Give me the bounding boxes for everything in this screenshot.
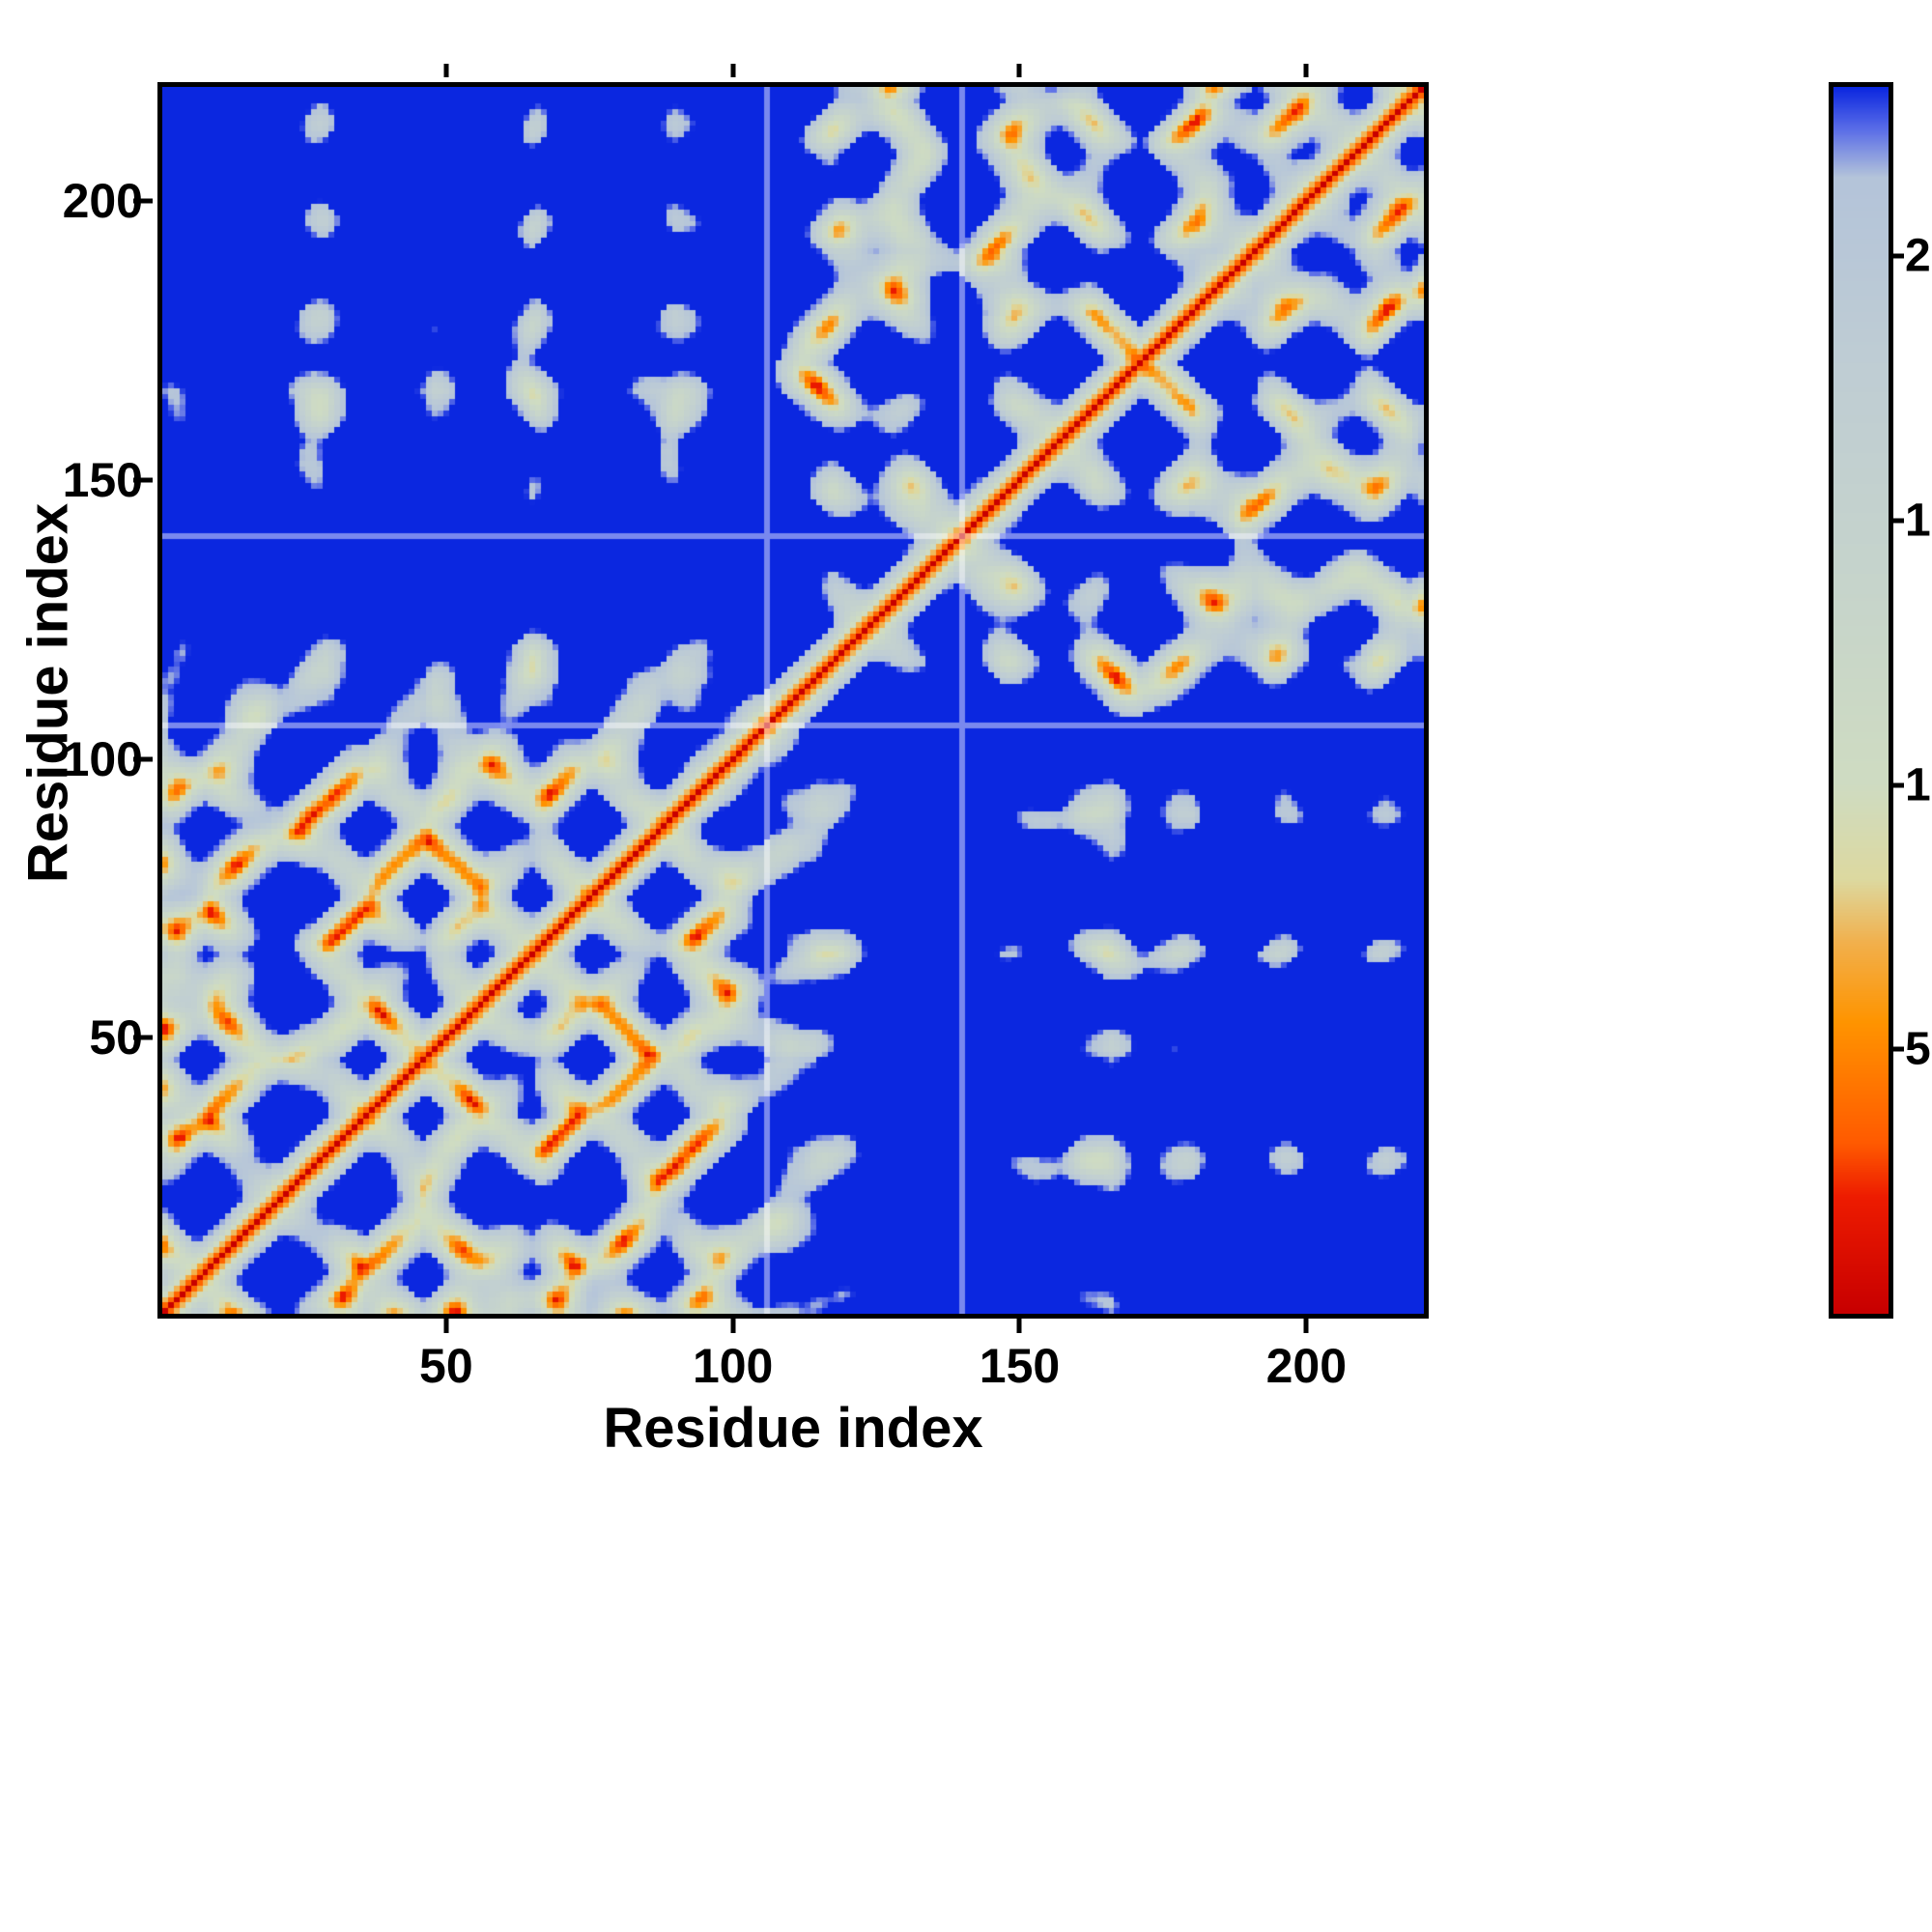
distance-matrix-heatmap (162, 87, 1424, 1314)
colorbar-tick-label: 10 (1905, 759, 1932, 811)
x-tick-label: 150 (979, 1339, 1061, 1393)
colorbar-tick-label: 15 (1905, 495, 1932, 547)
x-tick-mark (730, 1314, 736, 1333)
x-tick-label: 50 (419, 1339, 473, 1393)
x-tick-mark-top (443, 64, 449, 77)
x-tick-mark (1016, 1314, 1022, 1333)
x-tick-label: 100 (692, 1339, 774, 1393)
y-tick-mark (133, 477, 153, 483)
y-tick-label: 50 (89, 1010, 143, 1065)
colorbar-tick-mark (1889, 253, 1904, 259)
colorbar-tick-label: 5 (1905, 1023, 1931, 1075)
x-tick-mark-top (730, 64, 736, 77)
colorbar-tick-mark (1889, 1046, 1904, 1052)
colorbar-tick-mark (1889, 782, 1904, 788)
y-axis-title: Residue index (16, 502, 80, 884)
y-tick-label: 200 (62, 174, 143, 229)
x-tick-mark-top (1016, 64, 1022, 77)
colorbar (1829, 82, 1893, 1319)
x-tick-mark-top (1303, 64, 1309, 77)
y-tick-mark (133, 756, 153, 762)
x-tick-mark (1303, 1314, 1309, 1333)
heatmap-plot-area (157, 82, 1429, 1319)
colorbar-tick-mark (1889, 518, 1904, 524)
colorbar-gradient (1833, 87, 1889, 1314)
colorbar-tick-label: 20 (1905, 230, 1932, 282)
y-tick-mark (133, 1035, 153, 1040)
x-tick-label: 200 (1265, 1339, 1348, 1393)
x-tick-mark (443, 1314, 449, 1333)
y-tick-label: 150 (62, 452, 143, 507)
y-tick-label: 100 (62, 731, 143, 786)
x-axis-title: Residue index (603, 1397, 983, 1460)
y-tick-mark (133, 198, 153, 204)
